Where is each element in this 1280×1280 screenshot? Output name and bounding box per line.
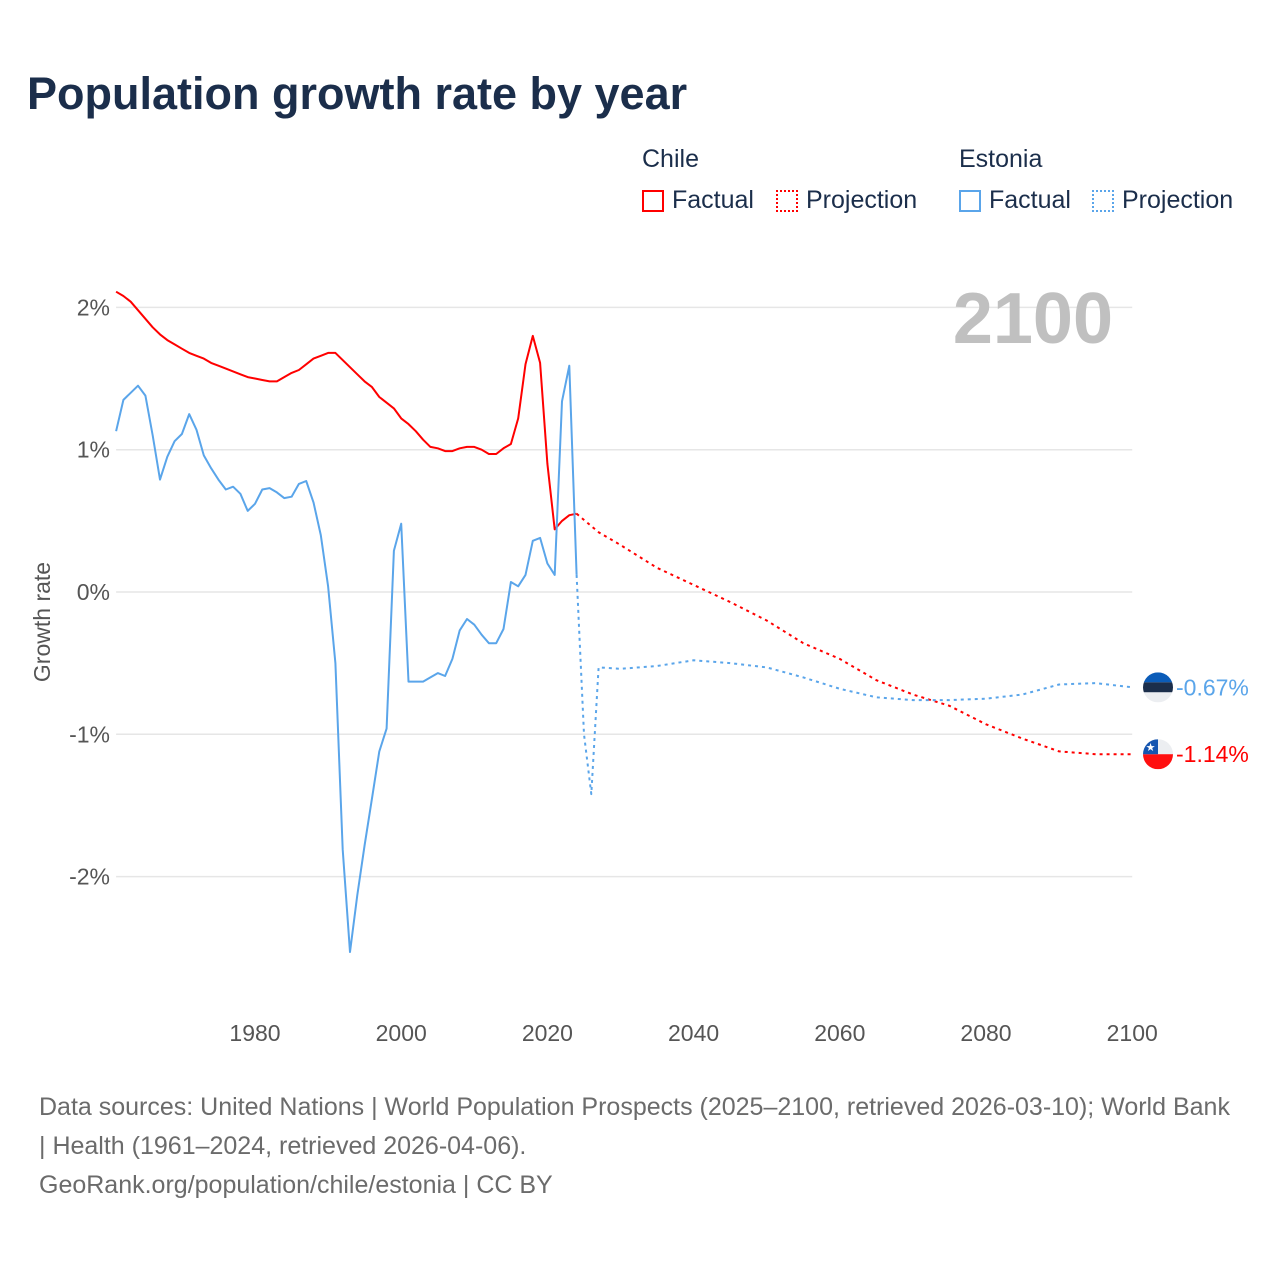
chile-flag-icon: ★ <box>1143 739 1173 770</box>
legend-chile-projection[interactable]: Projection <box>776 186 917 215</box>
legend-swatch-solid <box>959 189 981 212</box>
series-line-chile-projection <box>575 512 1133 756</box>
data-sources: Data sources: United Nations | World Pop… <box>39 1093 1230 1160</box>
series-line-chile-factual <box>115 290 577 531</box>
x-tick-label: 1980 <box>229 1020 280 1046</box>
x-tick-label: 2000 <box>376 1020 427 1046</box>
legend-estonia-projection[interactable]: Projection <box>1092 186 1233 215</box>
legend-chile-factual[interactable]: Factual <box>642 186 754 215</box>
legend-swatch-dotted <box>776 189 798 212</box>
x-tick-label: 2100 <box>1107 1020 1158 1046</box>
year-label: 2100 <box>953 279 1113 359</box>
flag-stripe <box>1143 754 1173 770</box>
legend-label: Factual <box>989 186 1071 214</box>
x-tick-label: 2020 <box>522 1020 573 1046</box>
legend-swatch-solid <box>642 189 664 212</box>
source-link[interactable]: GeoRank.org/population/chile/estonia | C… <box>39 1171 553 1199</box>
star-icon: ★ <box>1146 742 1156 754</box>
end-value-label: -0.67% <box>1176 674 1249 700</box>
end-value-label: -1.14% <box>1176 741 1249 767</box>
flag-stripe <box>1143 682 1173 693</box>
series-line-estonia-projection <box>575 574 1133 796</box>
y-tick-label: 1% <box>77 437 110 463</box>
series-line-estonia-factual <box>115 364 578 953</box>
legend-swatch-dotted <box>1092 189 1114 212</box>
legend-label: Projection <box>1122 186 1234 214</box>
x-tick-label: 2040 <box>668 1020 719 1046</box>
y-tick-label: -2% <box>69 864 110 890</box>
footer: Data sources: United Nations | World Pop… <box>39 1088 1239 1205</box>
page-title: Population growth rate by year <box>27 68 688 119</box>
legend-label: Factual <box>672 186 754 214</box>
legend-estonia-factual[interactable]: Factual <box>959 186 1071 215</box>
estonia-flag-icon <box>1143 672 1173 703</box>
legend-group-chile: Chile <box>642 145 699 173</box>
legend-label: Projection <box>806 186 918 214</box>
end-label-chile: ★ -1.14% <box>1143 739 1249 770</box>
y-tick-label: -1% <box>69 721 110 747</box>
flag-stripe <box>1143 672 1173 683</box>
y-tick-label: 0% <box>77 579 110 605</box>
flag-stripe <box>1143 692 1173 703</box>
legend-group-estonia: Estonia <box>959 145 1043 173</box>
end-label-estonia: -0.67% <box>1143 672 1249 703</box>
y-tick-label: 2% <box>77 294 110 320</box>
x-tick-label: 2060 <box>814 1020 865 1046</box>
x-tick-label: 2080 <box>960 1020 1011 1046</box>
y-axis-label: Growth rate <box>29 562 55 682</box>
